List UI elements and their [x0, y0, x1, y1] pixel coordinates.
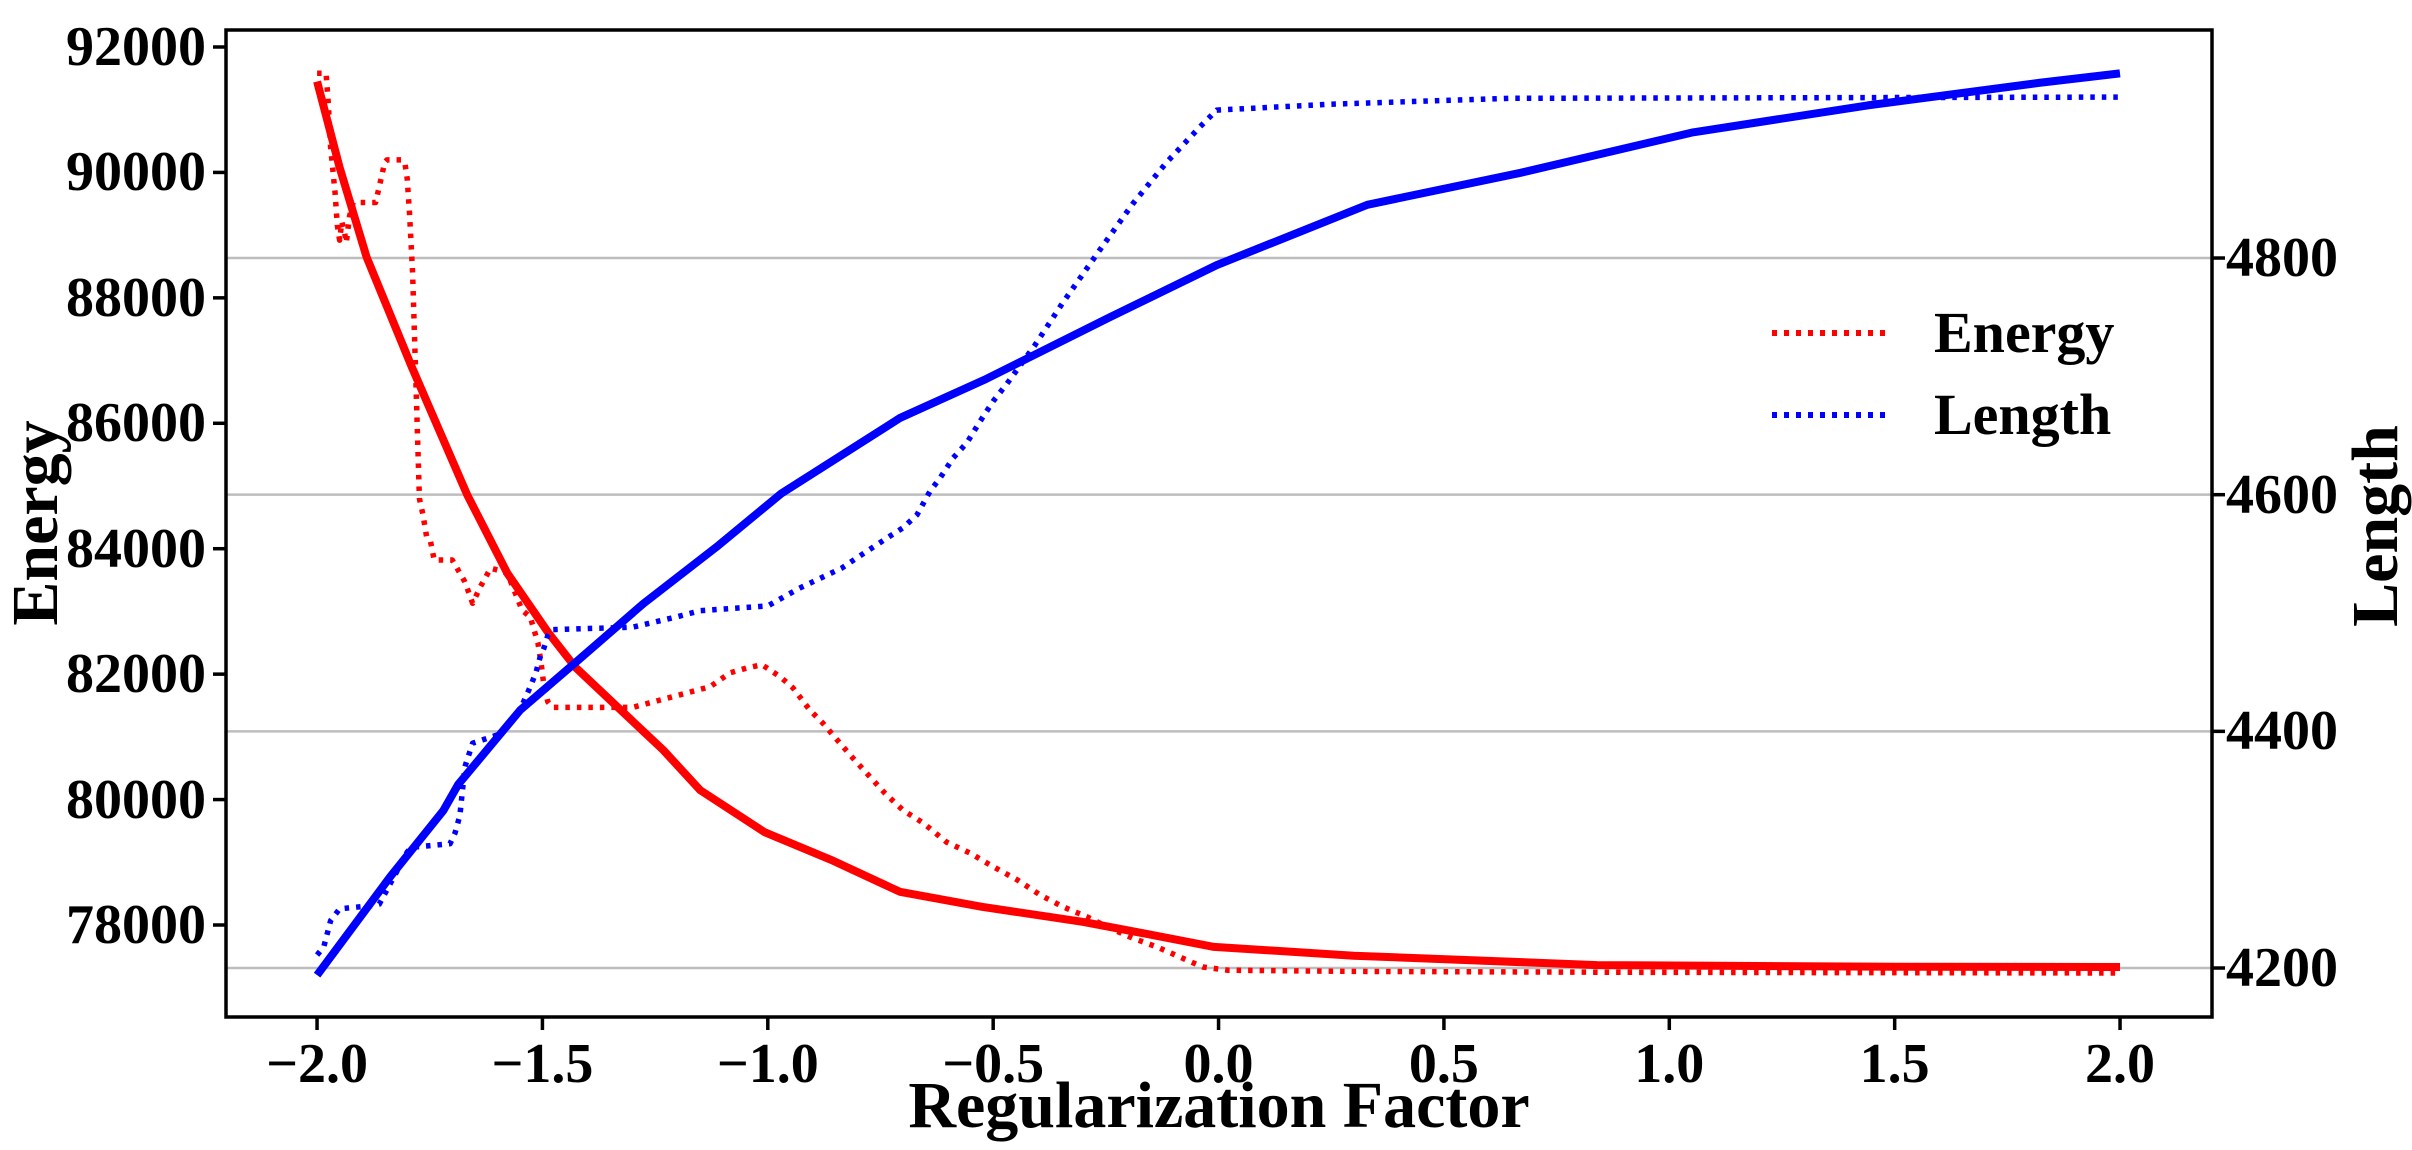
y-axis-tick-label-right: 4200	[2226, 937, 2338, 999]
x-axis-tick-label: 1.5	[1859, 1033, 1930, 1095]
length-fit--line	[313, 69, 2121, 978]
x-axis-tick-label: −0.5	[942, 1033, 1045, 1095]
y-axis-tick-label-right: 4600	[2226, 463, 2338, 526]
length-raw--line	[314, 94, 2121, 957]
x-axis-title: Regularization Factor	[908, 1069, 1530, 1142]
x-axis-tick-label: 0.0	[1183, 1033, 1254, 1095]
x-axis-tick-label: 2.0	[2085, 1033, 2156, 1095]
energy-fit--line	[313, 80, 2121, 971]
x-axis-tick-label: 0.5	[1408, 1033, 1479, 1095]
y-axis-tick-label-right: 4800	[2226, 227, 2338, 290]
legend-label-energy: Energy	[1934, 300, 2115, 365]
legend-label-length: Length	[1934, 382, 2112, 447]
x-axis-tick-label: −2.0	[266, 1033, 369, 1095]
y-axis-tick-label-left: 88000	[66, 266, 206, 329]
y-axis-title-right: Length	[2339, 425, 2412, 627]
y-axis-tick-label-left: 78000	[66, 893, 206, 956]
y-axis-tick-label-left: 82000	[66, 643, 206, 706]
y-axis-tick-label-left: 84000	[66, 517, 206, 580]
energy-dotted-line-swatch	[1772, 330, 1888, 336]
y-axis-tick-label-left: 90000	[66, 141, 206, 204]
legend-entry-length: Length	[1772, 374, 2114, 456]
length-dotted-line-swatch	[1772, 412, 1888, 418]
legend: Energy Length	[1772, 292, 2114, 456]
x-axis-tick-label: 1.0	[1634, 1033, 1705, 1095]
axes-spines	[224, 28, 2214, 1019]
legend-entry-energy: Energy	[1772, 292, 2114, 374]
y-axis-tick-label-left: 80000	[66, 768, 206, 831]
y-axis-tick-label-left: 92000	[66, 15, 206, 78]
x-axis-tick-label: −1.5	[491, 1033, 594, 1095]
y-axis-tick-label-right: 4400	[2226, 700, 2338, 763]
y-axis-tick-label-left: 86000	[66, 392, 206, 455]
energy-raw--line	[317, 70, 2121, 976]
x-axis-tick-label: −1.0	[716, 1033, 819, 1095]
